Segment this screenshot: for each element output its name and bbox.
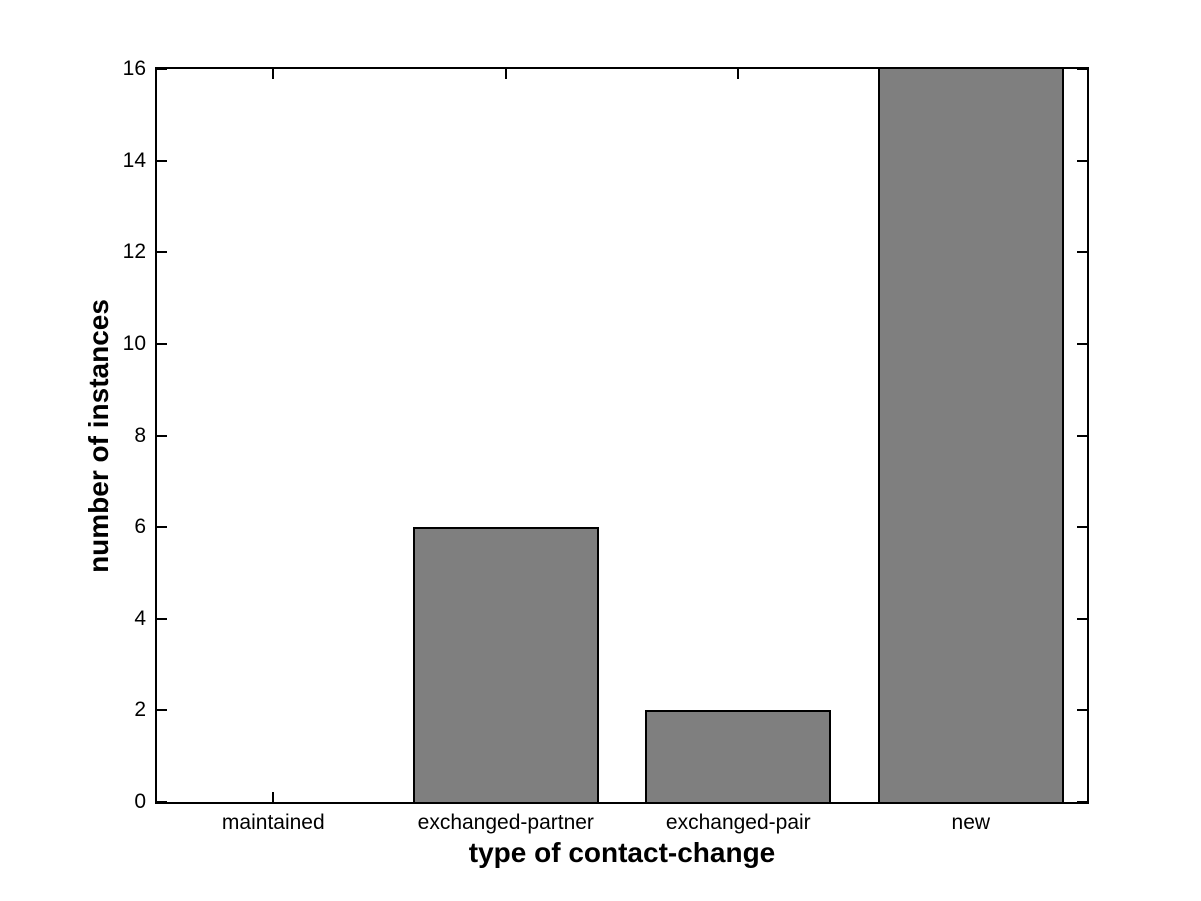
x-tick-mark-top bbox=[272, 69, 275, 79]
y-tick-label: 16 bbox=[122, 57, 146, 80]
y-tick-mark-right bbox=[1077, 801, 1087, 803]
bar-exchanged-pair bbox=[645, 710, 832, 802]
x-tick-label-exchanged-partner: exchanged-partner bbox=[417, 811, 594, 834]
x-tick-mark-bottom bbox=[272, 792, 275, 802]
y-tick-mark-left bbox=[157, 68, 167, 70]
y-tick-label: 8 bbox=[134, 423, 146, 447]
y-tick-mark-left bbox=[157, 159, 167, 162]
x-tick-mark-top bbox=[737, 69, 740, 79]
x-tick-label-maintained: maintained bbox=[221, 811, 325, 834]
y-tick-mark-left bbox=[157, 342, 167, 345]
y-tick-mark-right bbox=[1077, 251, 1087, 254]
y-tick-mark-right bbox=[1077, 709, 1087, 712]
y-tick-mark-left bbox=[157, 434, 167, 437]
y-tick-label: 6 bbox=[134, 515, 146, 539]
y-tick-mark-left bbox=[157, 617, 167, 620]
y-tick-label: 0 bbox=[134, 790, 146, 813]
y-axis-label: number of instances bbox=[83, 299, 114, 573]
y-tick-mark-right bbox=[1077, 159, 1087, 162]
y-tick-label: 14 bbox=[122, 148, 146, 172]
y-tick-label: 2 bbox=[134, 698, 146, 722]
bar-exchanged-partner bbox=[412, 527, 599, 802]
y-tick-mark-right bbox=[1077, 617, 1087, 620]
y-tick-mark-right bbox=[1077, 342, 1087, 345]
y-tick-mark-right bbox=[1077, 526, 1087, 529]
x-axis-label: type of contact-change bbox=[468, 837, 776, 868]
y-tick-mark-left bbox=[157, 526, 167, 529]
y-tick-mark-right bbox=[1077, 434, 1087, 437]
y-tick-label: 10 bbox=[122, 331, 146, 355]
y-tick-mark-left bbox=[157, 801, 167, 803]
plot-area bbox=[155, 67, 1089, 804]
y-tick-mark-right bbox=[1077, 68, 1087, 70]
bar-new bbox=[877, 67, 1064, 802]
y-tick-mark-left bbox=[157, 251, 167, 254]
y-tick-label: 12 bbox=[122, 240, 146, 264]
x-tick-label-new: new bbox=[951, 811, 991, 834]
x-tick-label-exchanged-pair: exchanged-pair bbox=[665, 811, 811, 834]
y-tick-label: 4 bbox=[134, 606, 146, 630]
x-tick-mark-top bbox=[504, 69, 507, 79]
y-tick-mark-left bbox=[157, 709, 167, 712]
